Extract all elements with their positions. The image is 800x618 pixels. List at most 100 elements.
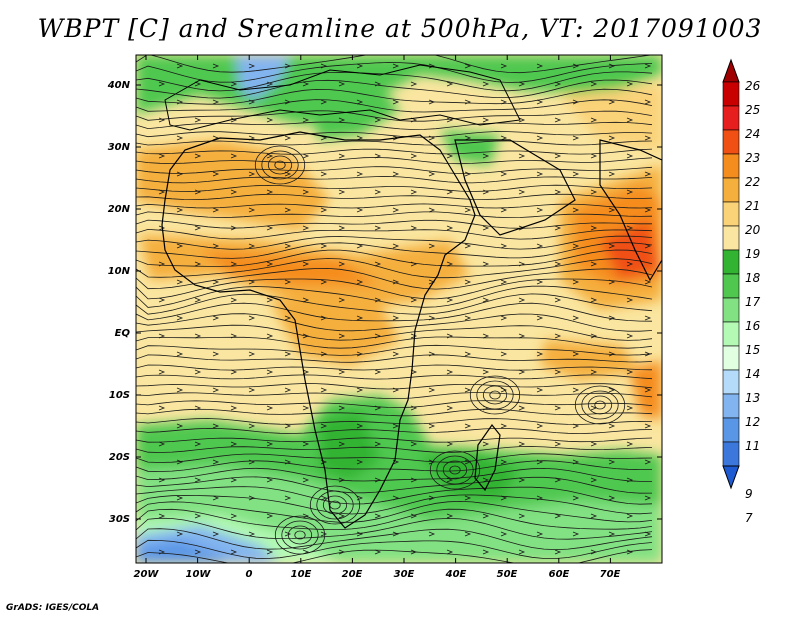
stream-arrow — [374, 513, 382, 519]
stream-arrow — [482, 477, 490, 483]
stream-arrow — [374, 441, 382, 447]
colorbar-cell — [722, 297, 740, 323]
colorbar-label: 22 — [745, 175, 761, 189]
stream-arrow — [500, 171, 508, 177]
stream-arrow — [644, 423, 652, 429]
stream-arrow — [626, 441, 634, 447]
stream-arrow — [518, 297, 526, 303]
streamline — [136, 453, 653, 463]
stream-arrow — [410, 513, 418, 519]
colorbar-label: 16 — [745, 319, 761, 333]
stream-arrow — [158, 369, 166, 375]
stream-arrow — [320, 171, 328, 177]
colorbar-cell — [722, 153, 740, 179]
streamline — [136, 285, 653, 308]
stream-arrow — [392, 243, 400, 249]
lat-label-20s: 20S — [108, 452, 130, 463]
stream-arrow — [554, 477, 562, 483]
stream-arrow — [176, 387, 184, 393]
stream-arrow — [608, 279, 616, 285]
stream-arrow — [500, 531, 508, 537]
colorbar-label: 17 — [745, 295, 761, 309]
stream-arrow — [194, 369, 202, 375]
stream-arrow — [554, 549, 562, 555]
lat-label-20n: 20N — [107, 204, 130, 215]
stream-arrow — [536, 459, 544, 465]
stream-arrow — [266, 369, 274, 375]
stream-arrow — [194, 261, 202, 267]
stream-arrow — [230, 441, 238, 447]
stream-swirl — [489, 390, 501, 400]
colorbar-cell — [722, 105, 740, 131]
stream-arrow — [500, 207, 508, 213]
stream-arrow — [428, 495, 436, 501]
stream-arrow — [428, 351, 436, 357]
stream-arrow — [266, 513, 274, 519]
stream-arrow — [248, 459, 256, 465]
stream-arrow — [392, 207, 400, 213]
colorbar-label: 20 — [745, 223, 761, 237]
stream-arrow — [158, 117, 166, 123]
stream-arrow — [338, 405, 346, 411]
stream-arrow — [590, 189, 598, 195]
lon-label-0: 0 — [245, 569, 253, 580]
stream-arrow — [302, 441, 310, 447]
colorbar-cell — [722, 225, 740, 251]
stream-arrow — [644, 171, 652, 177]
stream-arrow — [284, 279, 292, 285]
stream-arrow — [518, 441, 526, 447]
streamline — [136, 302, 653, 322]
stream-arrow — [590, 225, 598, 231]
streamline — [136, 211, 653, 219]
colorbar-label: 21 — [745, 199, 761, 213]
stream-arrow — [212, 387, 220, 393]
streamline — [136, 446, 653, 453]
streamline — [136, 55, 653, 74]
stream-arrow — [464, 99, 472, 105]
lat-label-40n: 40N — [107, 80, 130, 91]
colorbar-label: 15 — [745, 343, 761, 357]
stream-arrow — [572, 315, 580, 321]
stream-arrow — [608, 63, 616, 69]
stream-arrow — [446, 117, 454, 123]
stream-arrow — [572, 423, 580, 429]
stream-arrow — [446, 333, 454, 339]
stream-arrow — [374, 117, 382, 123]
stream-arrow — [284, 99, 292, 105]
stream-arrow — [158, 441, 166, 447]
colorbar-label: 19 — [745, 247, 761, 261]
stream-arrow — [248, 387, 256, 393]
streamline — [136, 467, 652, 482]
stream-arrow — [410, 153, 418, 159]
streamline — [136, 392, 653, 399]
stream-arrow — [212, 99, 220, 105]
stream-arrow — [446, 441, 454, 447]
stream-arrow — [320, 531, 328, 537]
streamline — [136, 148, 653, 155]
stream-arrow — [212, 63, 220, 69]
stream-arrow — [590, 513, 598, 519]
stream-swirl — [476, 380, 514, 410]
stream-arrow — [482, 369, 490, 375]
streamline — [136, 219, 652, 229]
stream-arrow — [536, 315, 544, 321]
stream-arrow — [356, 207, 364, 213]
stream-arrow — [158, 189, 166, 195]
stream-arrow — [212, 531, 220, 537]
stream-arrow — [320, 387, 328, 393]
stream-arrow — [446, 81, 454, 87]
stream-arrow — [194, 513, 202, 519]
stream-arrow — [230, 153, 238, 159]
stream-arrow — [266, 81, 274, 87]
streamline — [136, 121, 653, 130]
stream-arrow — [284, 207, 292, 213]
stream-arrow — [356, 135, 364, 141]
stream-arrow — [302, 189, 310, 195]
streamline — [136, 549, 653, 563]
streamline — [136, 418, 653, 425]
lon-label-30e: 30E — [393, 569, 415, 580]
stream-arrow — [176, 459, 184, 465]
stream-arrow — [644, 459, 652, 465]
stream-arrow — [626, 513, 634, 519]
stream-arrow — [500, 315, 508, 321]
